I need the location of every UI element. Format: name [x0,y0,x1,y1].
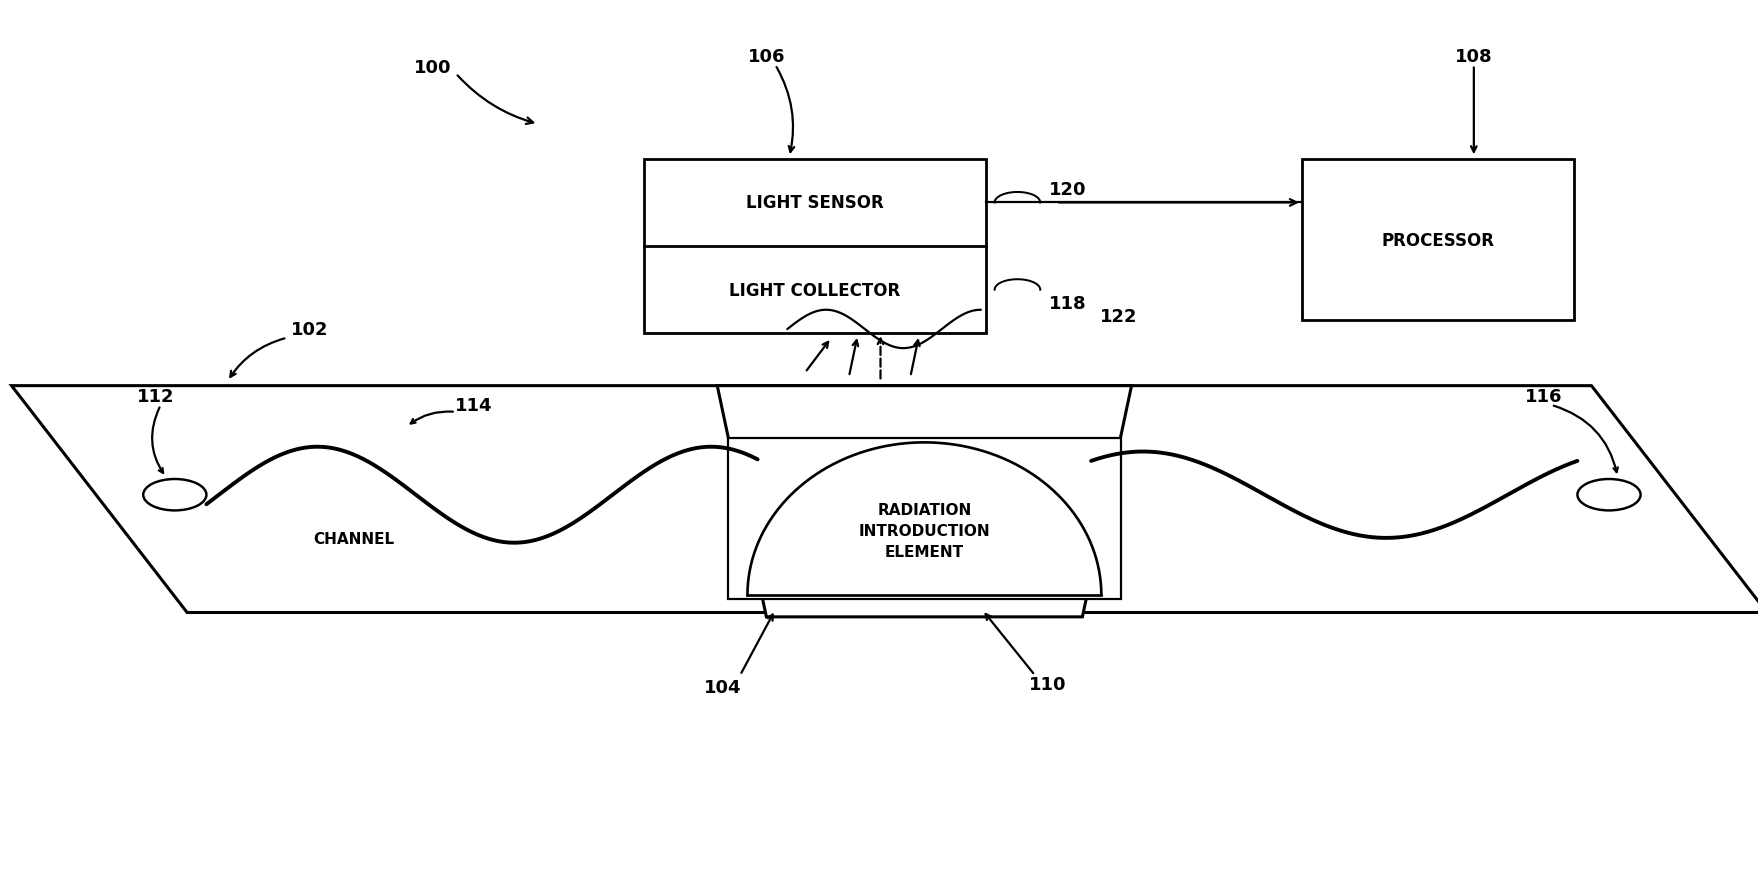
Text: LIGHT COLLECTOR: LIGHT COLLECTOR [729,282,900,299]
Bar [727,438,1122,600]
Text: 114: 114 [454,396,491,414]
Text: RADIATION
INTRODUCTION
ELEMENT: RADIATION INTRODUCTION ELEMENT [859,503,990,560]
Text: 100: 100 [414,59,451,77]
Text: 112: 112 [137,388,174,406]
Text: LIGHT SENSOR: LIGHT SENSOR [747,194,884,212]
Text: 116: 116 [1525,388,1562,406]
Text: PROCESSOR: PROCESSOR [1381,232,1495,249]
Text: 110: 110 [1028,675,1065,693]
Text: 104: 104 [704,678,741,695]
Bar [643,160,986,334]
PathPatch shape [717,386,1132,617]
PathPatch shape [12,386,1761,613]
Text: 120: 120 [1050,181,1087,199]
Text: 122: 122 [1101,308,1138,325]
Text: 106: 106 [748,48,785,66]
Text: 102: 102 [291,321,329,339]
Text: 118: 118 [1050,295,1087,313]
Text: CHANNEL: CHANNEL [313,531,394,546]
Text: 108: 108 [1455,48,1493,66]
Bar [1301,160,1574,321]
